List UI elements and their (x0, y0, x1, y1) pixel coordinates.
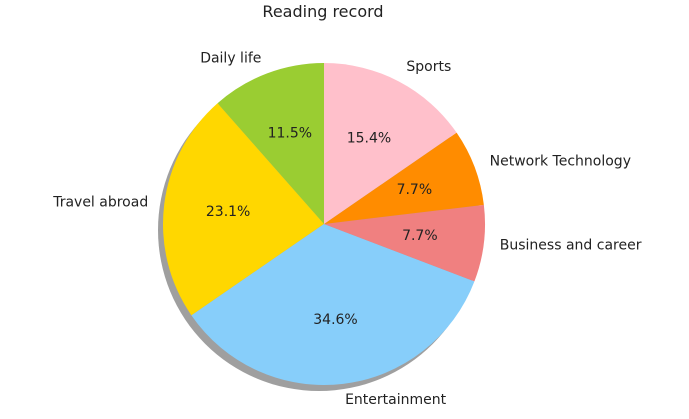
chart-title: Reading record (262, 2, 383, 21)
pie-slice (191, 224, 475, 385)
slice-label: Daily life (200, 50, 261, 66)
pie-slice (324, 132, 484, 224)
slice-label: Business and career (500, 238, 642, 254)
slice-label: Travel abroad (52, 194, 148, 210)
percent-label: 7.7% (402, 228, 438, 244)
pie-slice (163, 103, 324, 316)
slice-label: Sports (406, 59, 451, 75)
pie-labels: Daily life 11.5% Travel abroad 23.1% Enterta… (52, 50, 641, 408)
slice-label: Network Technology (490, 153, 631, 169)
pie-slice (324, 204, 485, 282)
pie-slice (324, 62, 457, 224)
percent-label: 34.6% (313, 312, 357, 328)
percent-label: 7.7% (397, 182, 433, 198)
percent-label: 23.1% (206, 204, 250, 220)
slice-label: Entertainment (345, 392, 447, 408)
percent-label: 15.4% (347, 130, 391, 146)
pie-slice (217, 63, 324, 224)
pie-slices (163, 62, 485, 385)
percent-label: 11.5% (268, 126, 312, 142)
